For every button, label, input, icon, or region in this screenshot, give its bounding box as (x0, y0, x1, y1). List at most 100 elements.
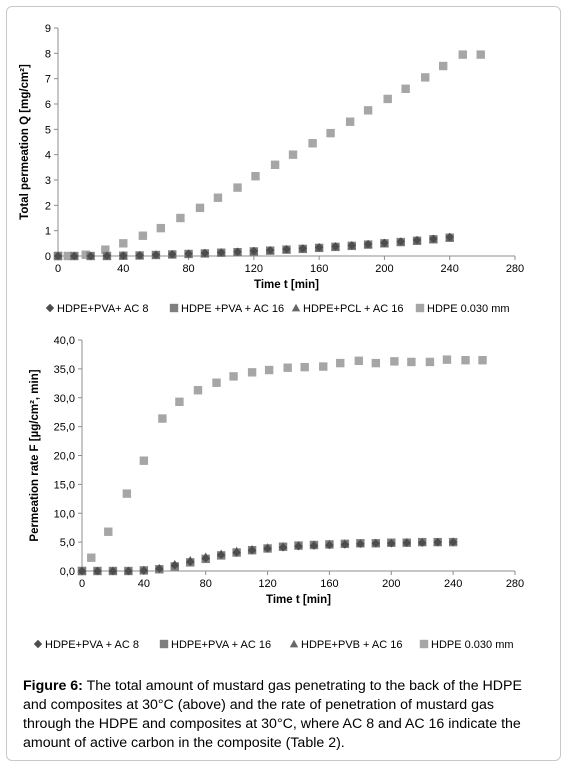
y-tick-label: 0,0 (60, 566, 75, 578)
data-point (445, 232, 454, 242)
legend-label: HDPE+PCL + AC 16 (303, 303, 403, 315)
y-tick-label: 40,0 (54, 335, 75, 347)
caption-label: Figure 6: (23, 678, 83, 694)
y-tick-label: 35,0 (54, 364, 75, 376)
x-tick-label: 40 (117, 263, 129, 275)
x-tick-label: 40 (138, 578, 150, 590)
y-tick-label: 7 (45, 74, 51, 86)
x-tick-label: 80 (182, 263, 194, 275)
data-point (186, 557, 195, 566)
chart-total-permeation: 0 1 2 3 4 5 6 7 8 9 0 40 80 120 160 200 240 280 Time t [mi… (10, 10, 555, 320)
data-point (363, 106, 373, 115)
x-tick-label: 120 (245, 263, 263, 275)
x-tick-label: 160 (310, 263, 328, 275)
data-point (249, 246, 259, 256)
y-tick-label: 4 (45, 150, 51, 162)
data-point (347, 241, 356, 250)
data-point (363, 239, 373, 249)
data-point (229, 372, 238, 381)
data-point (345, 117, 355, 126)
y-tick-label: 5,0 (60, 537, 75, 549)
data-point (217, 248, 226, 257)
chart-svg: 0,0 5,0 10,0 15,0 20,0 25,0 30,0 35,0 40,0 0 40 80 1… (29, 335, 524, 651)
data-point (421, 73, 430, 82)
x-tick-label: 160 (320, 578, 338, 590)
data-point (247, 368, 257, 377)
data-point (212, 378, 221, 387)
data-point (70, 251, 79, 261)
data-point (86, 251, 95, 261)
legend-marker (289, 639, 299, 648)
legend-label: HDPE+PVA+ AC 8 (57, 303, 149, 315)
legend-label: HDPE+PVB + AC 16 (301, 639, 403, 651)
data-point (232, 548, 241, 557)
data-point (139, 456, 149, 465)
data-point (448, 537, 458, 547)
data-point (104, 527, 113, 536)
chart-svg: 0 1 2 3 4 5 6 7 8 9 0 40 80 120 160 200 240 280 Time t [mi… (19, 23, 524, 315)
y-tick-label: 3 (45, 175, 51, 187)
y-tick-label: 20,0 (54, 451, 75, 463)
data-point (139, 566, 149, 575)
y-tick-label: 8 (45, 48, 51, 60)
x-axis-title: Time t [min] (254, 279, 319, 291)
x-axis-title: Time t [min] (266, 594, 331, 606)
chart-permeation-rate: 0,0 5,0 10,0 15,0 20,0 25,0 30,0 35,0 40,0 0 40 80 1… (10, 328, 555, 663)
data-point (233, 183, 242, 192)
data-point (390, 357, 399, 366)
data-point (380, 238, 389, 248)
data-point (233, 247, 242, 256)
data-point (314, 243, 324, 252)
y-tick-label: 0 (45, 251, 51, 263)
x-tick-label: 200 (375, 263, 393, 275)
caption-text: The total amount of mustard gas penetrat… (23, 678, 522, 751)
data-point (298, 244, 308, 253)
data-point (425, 357, 435, 367)
data-point (407, 357, 416, 367)
data-point (151, 250, 161, 259)
y-tick-label: 15,0 (54, 479, 75, 491)
data-point (195, 203, 205, 213)
data-point (354, 356, 364, 365)
data-point (300, 362, 309, 372)
series-4 (53, 50, 485, 261)
data-point (433, 537, 442, 547)
series-3 (77, 537, 458, 575)
legend: HDPE+PVA + AC 8 HDPE+PVA + AC 16 HDPE+PVB … (33, 639, 514, 651)
data-point (102, 251, 112, 260)
y-tick-label: 5 (45, 124, 51, 136)
legend-marker (415, 303, 425, 313)
data-point (458, 50, 467, 59)
legend-marker (291, 303, 301, 312)
data-point (138, 231, 148, 240)
data-point (53, 251, 63, 261)
legend-marker (33, 639, 43, 649)
y-tick-label: 6 (45, 99, 51, 111)
legend-marker (169, 303, 179, 313)
data-point (93, 566, 102, 576)
data-point (119, 251, 128, 260)
data-point (193, 386, 203, 395)
data-point (87, 553, 96, 562)
data-point (412, 235, 422, 245)
x-tick-label: 240 (441, 263, 459, 275)
legend-label: HDPE+PVA + AC 8 (45, 639, 139, 651)
x-tick-label: 200 (382, 578, 400, 590)
data-point (184, 249, 193, 258)
data-point (156, 223, 166, 233)
data-point (282, 244, 291, 254)
data-point (176, 213, 185, 223)
data-point (124, 566, 133, 576)
legend-label: HDPE +PVA + AC 16 (181, 303, 284, 315)
data-point (326, 128, 335, 138)
data-point (213, 193, 223, 202)
legend-label: HDPE 0.030 mm (427, 303, 510, 315)
legend-marker (159, 639, 169, 649)
x-tick-label: 280 (506, 263, 524, 275)
data-point (396, 237, 405, 246)
data-point (438, 61, 448, 71)
data-point (294, 541, 303, 551)
data-point (429, 234, 438, 243)
data-point (308, 139, 317, 148)
figure-caption: Figure 6: The total amount of mustard ga… (23, 677, 546, 753)
